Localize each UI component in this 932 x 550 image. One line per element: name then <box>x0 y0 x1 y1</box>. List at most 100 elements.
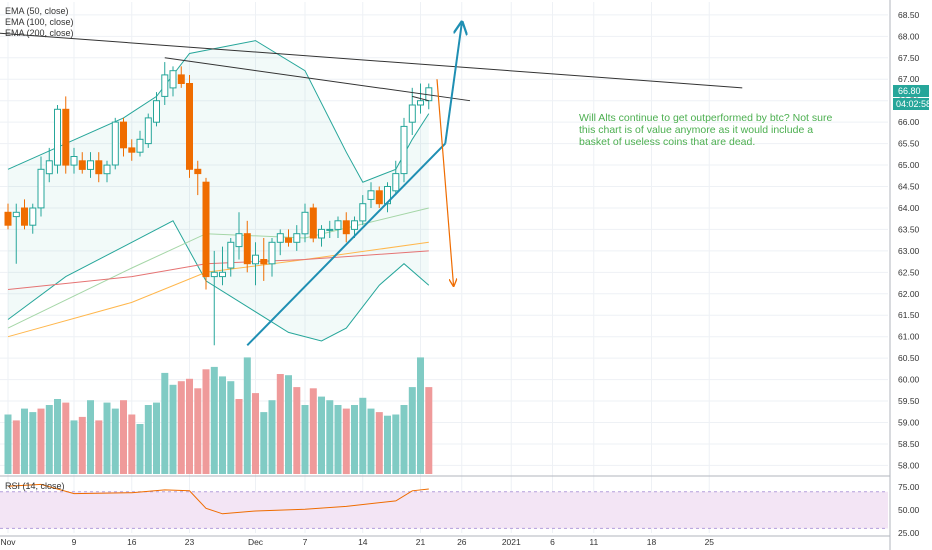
candle-body <box>70 156 78 166</box>
candle[interactable] <box>392 160 400 196</box>
candle[interactable] <box>202 177 210 290</box>
candle-body <box>334 220 342 230</box>
bb-lower-line <box>7 220 430 342</box>
candle[interactable] <box>78 152 86 174</box>
candle[interactable] <box>367 182 375 208</box>
candle[interactable] <box>12 203 20 264</box>
candle[interactable] <box>186 74 193 178</box>
price-tick-label: 63.50 <box>898 224 920 234</box>
candle[interactable] <box>276 229 284 256</box>
candle[interactable] <box>177 66 185 88</box>
volume-bar <box>293 387 301 474</box>
bb-fill <box>8 40 429 341</box>
candle-body <box>111 121 119 166</box>
candle-body <box>12 211 20 218</box>
candle[interactable] <box>408 87 416 136</box>
candle[interactable] <box>219 246 226 286</box>
candle[interactable] <box>54 104 61 174</box>
price-tick-label: 67.00 <box>898 74 920 84</box>
small-marker-line[interactable] <box>412 95 429 102</box>
candle[interactable] <box>252 242 259 286</box>
candle[interactable] <box>400 117 408 183</box>
candle-body <box>128 147 136 153</box>
candle[interactable] <box>243 220 251 273</box>
candle[interactable] <box>169 66 177 97</box>
candle-body <box>235 233 243 248</box>
candle[interactable] <box>45 147 53 183</box>
candle[interactable] <box>268 238 276 277</box>
candle[interactable] <box>103 160 111 183</box>
price-tick-label: 61.00 <box>898 332 920 342</box>
candle[interactable] <box>161 62 169 105</box>
volume-bar <box>268 400 276 474</box>
volume-bar <box>111 408 119 475</box>
candle[interactable] <box>210 250 218 346</box>
volume-bar <box>318 396 325 474</box>
candles[interactable] <box>4 62 433 346</box>
price-tick-label: 65.00 <box>898 160 920 170</box>
price-tick-label: 60.00 <box>898 375 920 385</box>
resistance-trendline[interactable] <box>0 32 743 89</box>
volume-bar <box>45 405 53 474</box>
candle-body <box>4 211 12 226</box>
candle-body <box>120 121 127 149</box>
legend-ema200[interactable]: EMA (200, close) <box>5 28 74 38</box>
candle-body <box>367 190 375 200</box>
legend-ema100[interactable]: EMA (100, close) <box>5 17 74 27</box>
date-tick-label: 26 <box>457 537 467 547</box>
candle-body <box>268 241 276 265</box>
candle[interactable] <box>227 238 235 277</box>
candle[interactable] <box>326 220 334 238</box>
candle[interactable] <box>95 152 103 183</box>
candle[interactable] <box>29 203 37 234</box>
candle[interactable] <box>144 113 152 148</box>
candle[interactable] <box>136 130 144 157</box>
candle[interactable] <box>285 229 292 247</box>
candle[interactable] <box>21 199 28 230</box>
candle[interactable] <box>4 203 12 230</box>
price-tick-label: 59.00 <box>898 418 920 428</box>
candle[interactable] <box>351 216 358 238</box>
up-arrow[interactable] <box>444 23 462 144</box>
legend-ema50[interactable]: EMA (50, close) <box>5 6 69 16</box>
candle-body <box>285 237 292 243</box>
volume-bar <box>351 405 358 474</box>
candle[interactable] <box>120 117 127 157</box>
candle[interactable] <box>359 195 367 226</box>
volume-bar <box>400 405 408 474</box>
candle[interactable] <box>334 216 342 238</box>
candle[interactable] <box>309 203 317 243</box>
candle[interactable] <box>260 238 268 281</box>
legend-rsi[interactable]: RSI (14, close) <box>5 481 65 491</box>
candle[interactable] <box>235 212 243 260</box>
volume-bar <box>4 414 12 474</box>
candle[interactable] <box>87 152 94 178</box>
candle[interactable] <box>128 139 136 161</box>
candle[interactable] <box>318 225 325 247</box>
volume-bar <box>169 384 177 475</box>
candle[interactable] <box>375 186 383 208</box>
candle[interactable] <box>342 212 350 243</box>
resistance-trendline-2[interactable] <box>164 57 471 102</box>
candle[interactable] <box>70 147 78 174</box>
candle[interactable] <box>301 203 309 243</box>
countdown-value: 04:02:58 <box>896 99 931 109</box>
candle[interactable] <box>111 117 119 170</box>
candle[interactable] <box>194 160 202 196</box>
candle[interactable] <box>62 96 70 174</box>
candle[interactable] <box>293 225 301 251</box>
date-tick-label: 16 <box>127 537 137 547</box>
price-tick-label: 68.50 <box>898 10 920 20</box>
candle[interactable] <box>153 92 160 127</box>
candle-body <box>252 254 259 265</box>
candle-body <box>29 207 37 226</box>
date-tick-label: Nov <box>0 537 16 547</box>
drawings[interactable] <box>0 23 743 346</box>
candle[interactable] <box>37 156 45 217</box>
candle-body <box>326 228 334 231</box>
volume-bar <box>78 416 86 474</box>
volume-bar <box>62 402 70 474</box>
rising-trendline[interactable] <box>246 142 446 346</box>
down-arrow[interactable] <box>436 79 454 285</box>
